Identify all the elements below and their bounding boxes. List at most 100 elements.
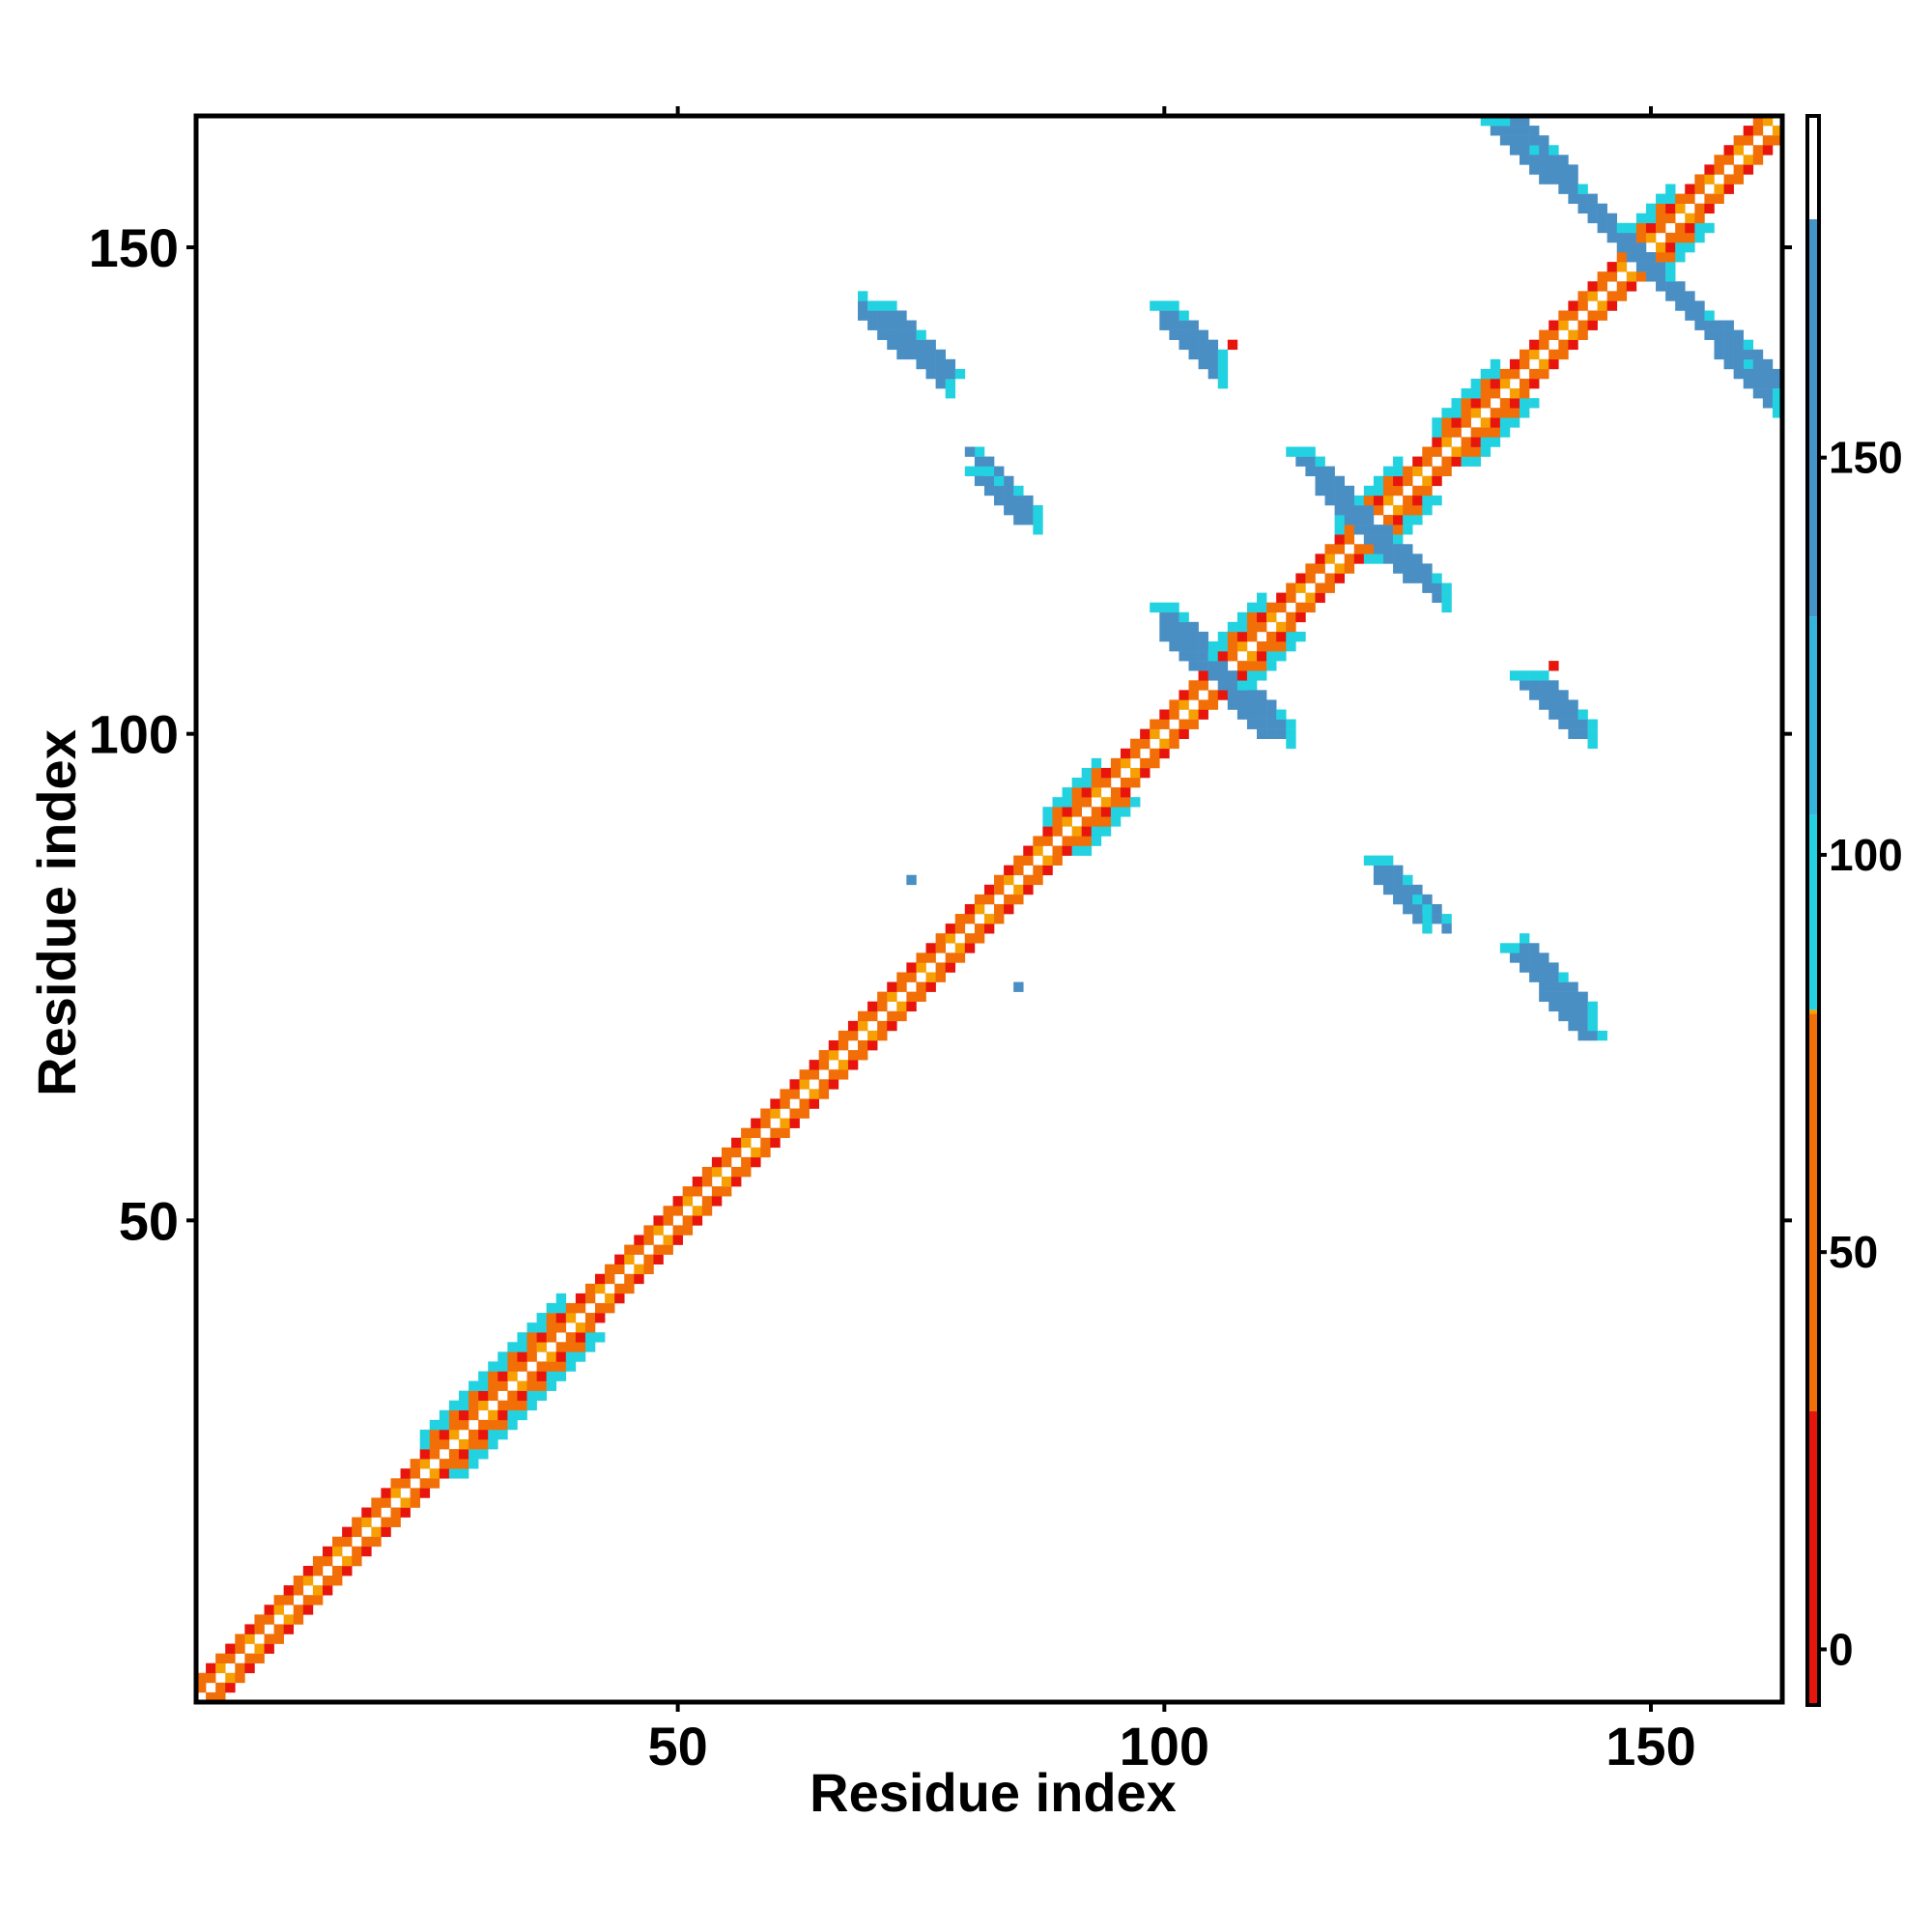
heatmap-cell xyxy=(925,339,936,351)
heatmap-cell xyxy=(1490,368,1501,380)
heatmap-cell xyxy=(780,1118,790,1128)
heatmap-cell xyxy=(1081,826,1093,837)
heatmap-cell xyxy=(1033,836,1043,846)
heatmap-cell xyxy=(896,972,907,982)
heatmap-cell xyxy=(1315,475,1325,487)
heatmap-cell xyxy=(1305,466,1316,477)
heatmap-cell xyxy=(1363,534,1375,545)
heatmap-cell xyxy=(1656,252,1666,263)
heatmap-cell xyxy=(1441,602,1452,613)
heatmap-cell xyxy=(1694,310,1705,321)
colorbar: 0 50 100 150 xyxy=(1805,114,1903,1707)
heatmap-cell xyxy=(1412,466,1423,477)
heatmap-cell xyxy=(1520,408,1530,418)
heatmap-cell xyxy=(575,1322,586,1333)
heatmap-cell xyxy=(1169,310,1179,321)
heatmap-cell xyxy=(526,1390,537,1402)
heatmap-cell xyxy=(1675,281,1686,292)
heatmap-cell xyxy=(575,1302,586,1314)
heatmap-cell xyxy=(887,310,897,321)
heatmap-cell xyxy=(1451,446,1462,457)
heatmap-cell xyxy=(332,1565,343,1577)
heatmap-cell xyxy=(1286,631,1296,642)
heatmap-cell xyxy=(361,1507,372,1518)
heatmap-cell xyxy=(381,1488,391,1498)
heatmap-cell xyxy=(614,1254,625,1264)
heatmap-cell xyxy=(1704,329,1715,340)
heatmap-cell xyxy=(1432,903,1442,915)
heatmap-cell xyxy=(1597,281,1607,292)
heatmap-cell xyxy=(1198,651,1208,662)
heatmap-cell xyxy=(1520,155,1530,165)
x-axis-title: Residue index xyxy=(810,1762,1177,1823)
heatmap-cell xyxy=(565,1351,577,1362)
heatmap-cell xyxy=(1568,184,1578,194)
heatmap-cell xyxy=(1091,787,1102,798)
heatmap-cell xyxy=(887,320,897,330)
heatmap-cell xyxy=(1315,563,1325,574)
heatmap-cell xyxy=(1656,213,1666,224)
heatmap-cell xyxy=(1217,680,1229,691)
heatmap-cell xyxy=(1451,427,1462,438)
heatmap-cell xyxy=(983,466,995,477)
heatmap-cell xyxy=(858,291,868,301)
heatmap-cell xyxy=(1539,981,1549,992)
heatmap-cell xyxy=(974,475,985,487)
heatmap-cell xyxy=(1257,709,1267,720)
heatmap-cell xyxy=(1004,894,1014,905)
heatmap-cell xyxy=(1344,525,1355,535)
heatmap-cell xyxy=(1140,738,1151,750)
heatmap-cell xyxy=(1363,855,1375,866)
heatmap-cell xyxy=(624,1244,635,1255)
heatmap-cell xyxy=(945,923,956,934)
heatmap-cell xyxy=(896,981,907,992)
heatmap-cell xyxy=(555,1293,567,1304)
heatmap-cell xyxy=(390,1488,401,1498)
heatmap-cell xyxy=(1169,329,1179,340)
heatmap-cell xyxy=(1539,952,1549,963)
heatmap-cell xyxy=(1412,495,1423,506)
heatmap-cell xyxy=(906,339,917,351)
heatmap-cell xyxy=(1266,611,1277,623)
heatmap-cell xyxy=(1305,592,1316,603)
heatmap-cell xyxy=(312,1595,324,1605)
heatmap-cell xyxy=(1334,525,1345,535)
heatmap-cell xyxy=(751,1127,761,1139)
heatmap-cell xyxy=(390,1517,401,1527)
heatmap-cell xyxy=(1606,222,1618,234)
heatmap-cell xyxy=(1169,300,1179,311)
heatmap-cell xyxy=(1071,807,1082,817)
heatmap-cell xyxy=(858,1020,868,1032)
heatmap-cell xyxy=(1276,621,1287,633)
heatmap-cell xyxy=(458,1409,469,1421)
heatmap-cell xyxy=(1520,933,1530,944)
heatmap-cell xyxy=(1266,640,1277,652)
heatmap-cell xyxy=(1227,670,1238,681)
heatmap-cell xyxy=(1100,767,1112,779)
heatmap-cell xyxy=(1004,903,1014,915)
heatmap-cell xyxy=(1159,611,1170,623)
heatmap-cell xyxy=(1616,262,1628,272)
heatmap-cell xyxy=(994,495,1005,506)
heatmap-cell xyxy=(264,1614,274,1625)
heatmap-cell xyxy=(1762,378,1774,389)
heatmap-cell xyxy=(1675,252,1686,263)
heatmap-cell xyxy=(410,1488,420,1498)
heatmap-cell xyxy=(906,349,917,360)
heatmap-cell xyxy=(1353,515,1365,526)
heatmap-cell xyxy=(1208,690,1219,700)
heatmap-cell xyxy=(1257,611,1267,623)
heatmap-cell xyxy=(935,943,946,953)
heatmap-cell xyxy=(342,1555,353,1567)
heatmap-cell xyxy=(1236,661,1248,671)
heatmap-cell xyxy=(1539,358,1549,370)
heatmap-cell xyxy=(1257,640,1267,652)
heatmap-cell xyxy=(225,1653,236,1663)
heatmap-cell xyxy=(1685,300,1695,311)
y-tick-label: 150 xyxy=(89,217,179,278)
heatmap-cell xyxy=(1081,845,1093,856)
heatmap-cell xyxy=(1675,300,1686,311)
heatmap-cell xyxy=(1246,699,1258,710)
heatmap-cell xyxy=(1227,680,1238,691)
heatmap-cell xyxy=(1120,797,1131,808)
